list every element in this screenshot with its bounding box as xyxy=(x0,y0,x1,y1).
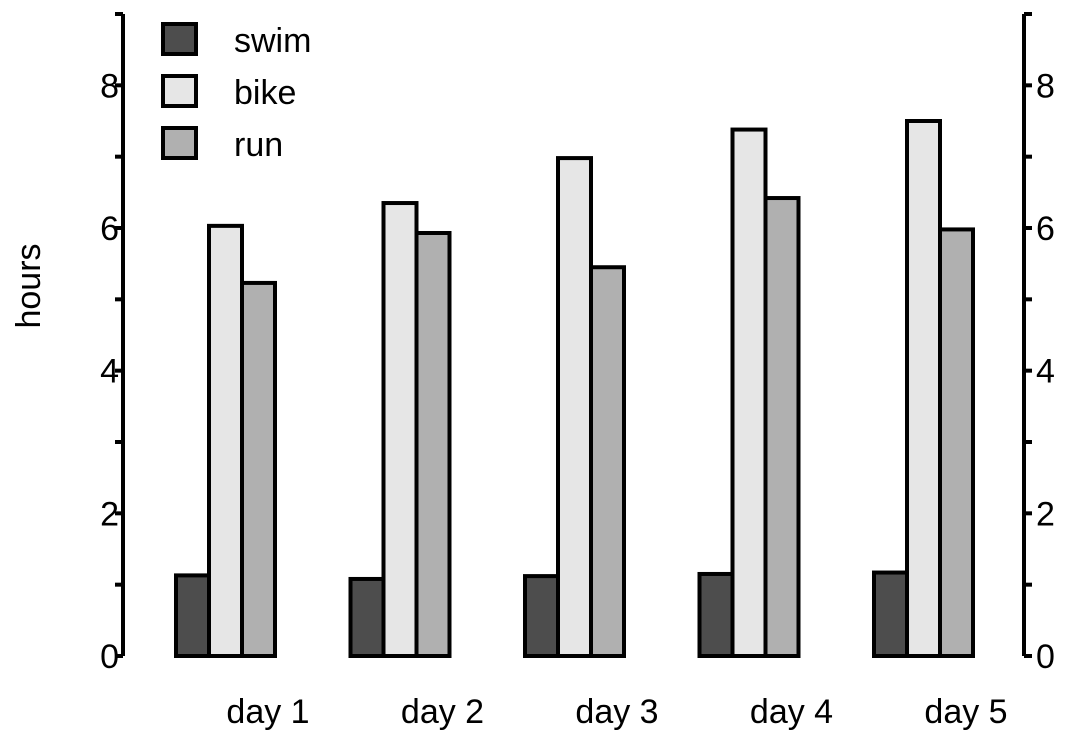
bar-run-1 xyxy=(240,280,277,658)
bars xyxy=(174,119,975,659)
x-category-label: day 1 xyxy=(226,693,309,731)
bar-swim-3 xyxy=(523,574,560,659)
left-y-tick-label: 0 xyxy=(100,638,119,676)
left-y-tick-label: 8 xyxy=(100,67,119,105)
x-category-label: day 3 xyxy=(575,693,658,731)
right-y-tick-label: 2 xyxy=(1036,495,1055,533)
x-category-label: day 5 xyxy=(924,693,1007,731)
bar-run-4 xyxy=(763,196,801,658)
bar-bike-3 xyxy=(556,156,593,659)
left-y-tick-label: 4 xyxy=(100,353,119,391)
bar-bike-5 xyxy=(905,119,942,658)
legend-label-run: run xyxy=(234,126,283,164)
left-y-tick-label: 2 xyxy=(100,495,119,533)
legend-label-swim: swim xyxy=(234,22,311,60)
bar-run-3 xyxy=(589,265,626,658)
x-category-label: day 4 xyxy=(750,693,833,731)
bar-run-5 xyxy=(938,227,975,658)
bar-bike-4 xyxy=(730,127,768,658)
right-y-tick-label: 0 xyxy=(1036,638,1055,676)
bar-run-2 xyxy=(414,230,452,658)
legend-swatch-run xyxy=(161,126,198,160)
legend: swim bike run xyxy=(161,22,311,164)
axes: 0 0 2 2 4 4 6 6 8 8 xyxy=(100,12,1055,676)
bar-swim-4 xyxy=(697,571,735,659)
legend-swatch-swim xyxy=(161,22,198,56)
legend-label-bike: bike xyxy=(234,74,296,112)
category-labels: day 1 day 2 day 3 day 4 day 5 xyxy=(226,693,1007,731)
right-y-tick-label: 8 xyxy=(1036,67,1055,105)
bar-swim-2 xyxy=(348,576,386,659)
bar-bike-2 xyxy=(381,201,419,659)
right-y-tick-label: 6 xyxy=(1036,210,1055,248)
bar-bike-1 xyxy=(207,223,244,659)
x-category-label: day 2 xyxy=(401,693,484,731)
right-y-tick-label: 4 xyxy=(1036,353,1055,391)
bar-swim-5 xyxy=(872,570,909,658)
left-y-tick-label: 6 xyxy=(100,210,119,248)
legend-swatch-bike xyxy=(161,74,198,108)
y-axis-title: hours xyxy=(10,243,48,328)
bar-swim-1 xyxy=(174,573,211,658)
